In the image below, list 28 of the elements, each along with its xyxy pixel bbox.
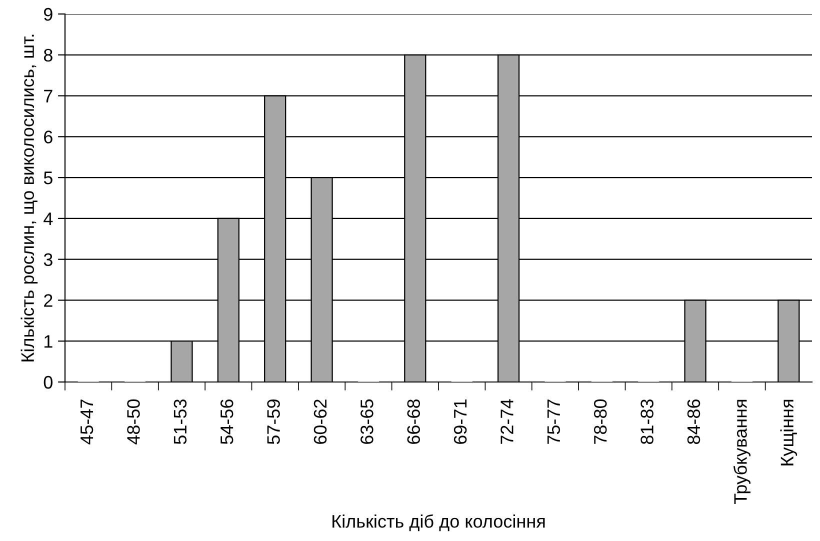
y-tick-label: 5 <box>44 172 52 184</box>
x-axis-title: Кількість діб до колосіння <box>332 514 545 532</box>
y-tick-label: 8 <box>44 48 52 62</box>
x-tick-label: Кущіння <box>780 400 798 466</box>
x-tick-label: 63-65 <box>360 399 374 444</box>
y-tick-label: 3 <box>44 253 52 266</box>
x-tick-label: 51-53 <box>174 399 187 444</box>
x-tick-label: 45-47 <box>80 400 94 444</box>
x-tick-label: 84-86 <box>687 399 700 444</box>
x-tick-label: 75-77 <box>547 400 560 444</box>
x-tick-label: Трубкування <box>733 400 750 504</box>
y-tick-label: 7 <box>44 90 52 102</box>
y-tick-label: 9 <box>44 8 52 21</box>
y-tick-label: 0 <box>44 376 52 389</box>
x-tick-label: 57-59 <box>267 400 280 444</box>
x-tick-label: 66-68 <box>407 399 420 444</box>
y-tick-label: 6 <box>44 130 52 144</box>
x-tick-label: 72-74 <box>500 399 514 444</box>
x-tick-label: 78-80 <box>594 399 607 444</box>
x-tick-label: 60-62 <box>314 400 327 444</box>
y-tick-label: 4 <box>44 212 53 225</box>
x-tick-label: 69-71 <box>454 400 467 444</box>
x-tick-label: 54-56 <box>220 399 234 444</box>
y-tick-label: 1 <box>44 335 52 348</box>
y-axis-title: Кількість рослин, що виколосились, шт. <box>20 34 38 362</box>
y-tick-label: 2 <box>44 294 52 307</box>
x-tick-label: 48-50 <box>127 399 140 444</box>
x-tick-label: 81-83 <box>640 399 654 444</box>
